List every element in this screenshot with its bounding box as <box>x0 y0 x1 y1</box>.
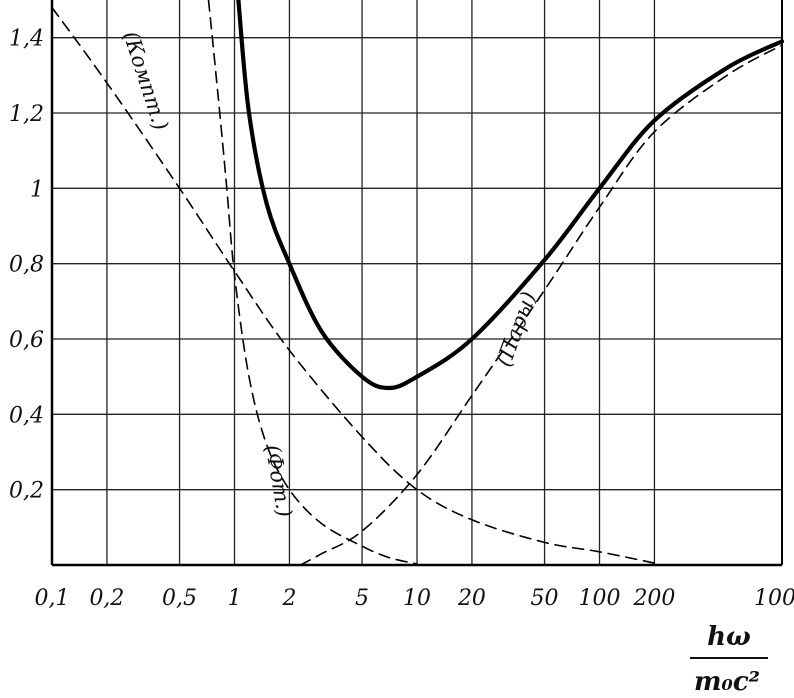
x-tick-label: 0,2 <box>89 586 124 611</box>
x-tick-label: 0,1 <box>35 586 70 611</box>
x-tick-label: 2 <box>281 586 296 611</box>
x-tick-label: 1 <box>228 586 242 611</box>
series-line-компт <box>51 6 656 564</box>
series-labels: (Компт.) (Фот.) (Пары) <box>118 28 540 519</box>
y-tick-label: 0,6 <box>9 328 44 353</box>
chart-frame <box>50 0 783 567</box>
chart-grid <box>51 0 783 565</box>
y-tick-label: 0,4 <box>9 403 44 428</box>
x-tick-label: 200 <box>632 586 675 611</box>
y-tick-label: 1,4 <box>9 27 44 52</box>
x-tick-label: 10 <box>403 586 431 611</box>
x-axis-title-numerator: hω <box>707 622 751 652</box>
series-label-фот: (Фот.) <box>260 443 296 519</box>
x-tick-label: 100 <box>579 586 621 611</box>
x-tick-label: 1000 <box>754 586 794 611</box>
y-tick-label: 1 <box>30 177 44 202</box>
series-line-total <box>236 0 785 391</box>
x-tick-label: 0,5 <box>162 586 197 611</box>
series-line-фот <box>207 0 418 565</box>
y-tick-labels: 0,2 0,4 0,6 0,8 1 1,2 1,4 <box>9 27 44 504</box>
y-tick-label: 0,2 <box>9 479 44 504</box>
x-axis-title-denominator: m₀c² <box>694 667 760 697</box>
x-axis-title: hω m₀c² <box>690 622 768 697</box>
x-tick-label: 20 <box>457 586 486 611</box>
series-line-пары <box>299 44 783 566</box>
series-label-компт: (Компт.) <box>118 28 173 133</box>
x-tick-label: 50 <box>531 586 559 611</box>
series-label-пары: (Пары) <box>492 288 541 369</box>
x-tick-label: 5 <box>355 586 369 611</box>
x-tick-labels: 0,1 0,2 0,5 1 2 5 10 20 50 100 200 1000 <box>35 586 794 611</box>
y-tick-label: 1,2 <box>9 102 44 127</box>
chart-series <box>51 0 785 566</box>
y-tick-label: 0,8 <box>9 253 44 278</box>
